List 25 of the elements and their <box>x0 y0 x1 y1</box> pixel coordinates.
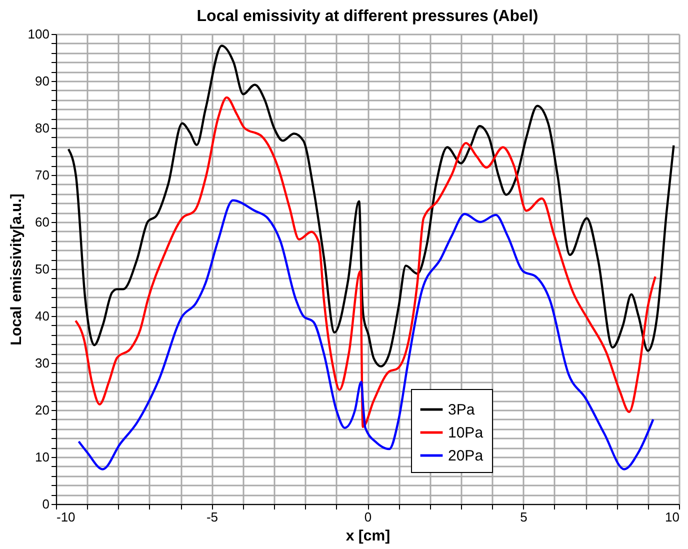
legend-label: 3Pa <box>448 402 476 418</box>
y-tick-label: 30 <box>35 356 50 370</box>
y-tick-label: 40 <box>35 308 50 324</box>
line-series <box>67 44 675 368</box>
x-tick-label: 5 <box>520 510 528 524</box>
y-tick-label: 70 <box>35 168 50 182</box>
y-tick-label: 80 <box>35 120 50 136</box>
chart-title: Local emissivity at different pressures (Abel) <box>196 8 538 25</box>
y-tick-label: 100 <box>28 26 50 42</box>
y-tick-label: 10 <box>35 450 50 464</box>
y-tick-label: 50 <box>35 262 50 276</box>
x-tick-label: 10 <box>665 510 680 524</box>
y-tick-label: 0 <box>42 496 50 512</box>
line-series <box>78 199 654 470</box>
y-axis-title: Local emissivity[a.u.] <box>8 194 25 346</box>
y-tick-label: 90 <box>35 74 50 88</box>
x-tick-label: 0 <box>364 510 372 524</box>
x-tick-label: -5 <box>206 510 218 524</box>
y-tick-label: 20 <box>35 402 50 418</box>
x-axis-title: x [cm] <box>346 528 390 544</box>
x-tick-label: -10 <box>56 510 76 524</box>
line-series <box>74 96 656 428</box>
legend-label: 20Pa <box>448 448 484 464</box>
y-tick-label: 60 <box>35 214 50 230</box>
legend-label: 10Pa <box>448 424 484 442</box>
